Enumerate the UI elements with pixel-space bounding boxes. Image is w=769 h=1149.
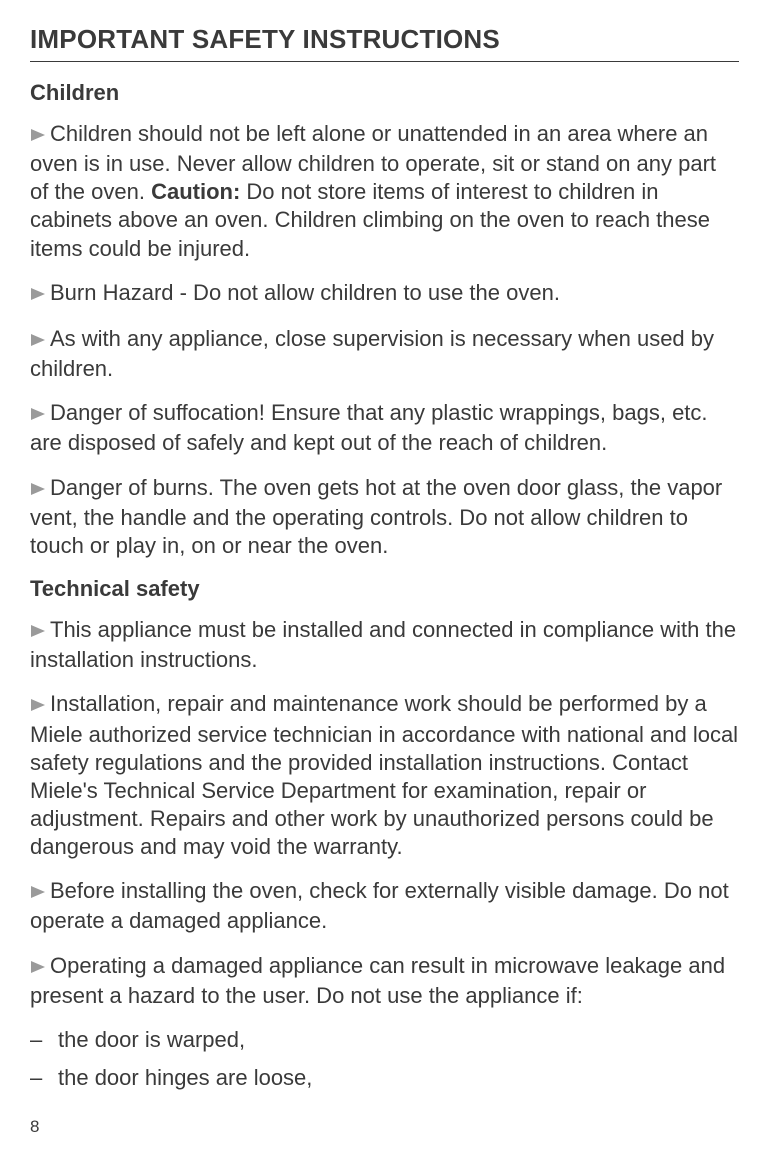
bullet-item: Installation, repair and maintenance wor… bbox=[30, 690, 739, 861]
bullet-text: This appliance must be installed and con… bbox=[30, 617, 736, 672]
dash-item: – the door hinges are loose, bbox=[30, 1064, 739, 1092]
bullet-text: Operating a damaged appliance can result… bbox=[30, 953, 725, 1008]
bullet-text: Burn Hazard - Do not allow children to u… bbox=[50, 280, 560, 305]
bullet-text-bold: Caution: bbox=[151, 179, 240, 204]
triangle-bullet-icon bbox=[30, 618, 46, 646]
triangle-bullet-icon bbox=[30, 476, 46, 504]
bullet-item: Before installing the oven, check for ex… bbox=[30, 877, 739, 935]
bullet-item: As with any appliance, close supervision… bbox=[30, 325, 739, 383]
page-number: 8 bbox=[30, 1117, 39, 1137]
dash-text: the door is warped, bbox=[58, 1026, 245, 1054]
page-title: IMPORTANT SAFETY INSTRUCTIONS bbox=[30, 24, 739, 62]
section-heading-children: Children bbox=[30, 80, 739, 106]
bullet-text: Installation, repair and maintenance wor… bbox=[30, 691, 738, 859]
triangle-bullet-icon bbox=[30, 879, 46, 907]
section-heading-technical: Technical safety bbox=[30, 576, 739, 602]
triangle-bullet-icon bbox=[30, 122, 46, 150]
bullet-text: As with any appliance, close supervision… bbox=[30, 326, 714, 381]
bullet-text: Danger of suffocation! Ensure that any p… bbox=[30, 400, 708, 455]
dash-text: the door hinges are loose, bbox=[58, 1064, 312, 1092]
bullet-item: Children should not be left alone or una… bbox=[30, 120, 739, 263]
triangle-bullet-icon bbox=[30, 327, 46, 355]
bullet-item: Danger of suffocation! Ensure that any p… bbox=[30, 399, 739, 457]
triangle-bullet-icon bbox=[30, 692, 46, 720]
triangle-bullet-icon bbox=[30, 281, 46, 309]
bullet-text: Before installing the oven, check for ex… bbox=[30, 878, 729, 933]
triangle-bullet-icon bbox=[30, 954, 46, 982]
dash-item: – the door is warped, bbox=[30, 1026, 739, 1054]
bullet-text: Danger of burns. The oven gets hot at th… bbox=[30, 475, 722, 558]
dash-mark: – bbox=[30, 1064, 58, 1092]
triangle-bullet-icon bbox=[30, 401, 46, 429]
dash-mark: – bbox=[30, 1026, 58, 1054]
bullet-item: This appliance must be installed and con… bbox=[30, 616, 739, 674]
bullet-item: Danger of burns. The oven gets hot at th… bbox=[30, 474, 739, 560]
bullet-item: Burn Hazard - Do not allow children to u… bbox=[30, 279, 739, 309]
bullet-item: Operating a damaged appliance can result… bbox=[30, 952, 739, 1010]
